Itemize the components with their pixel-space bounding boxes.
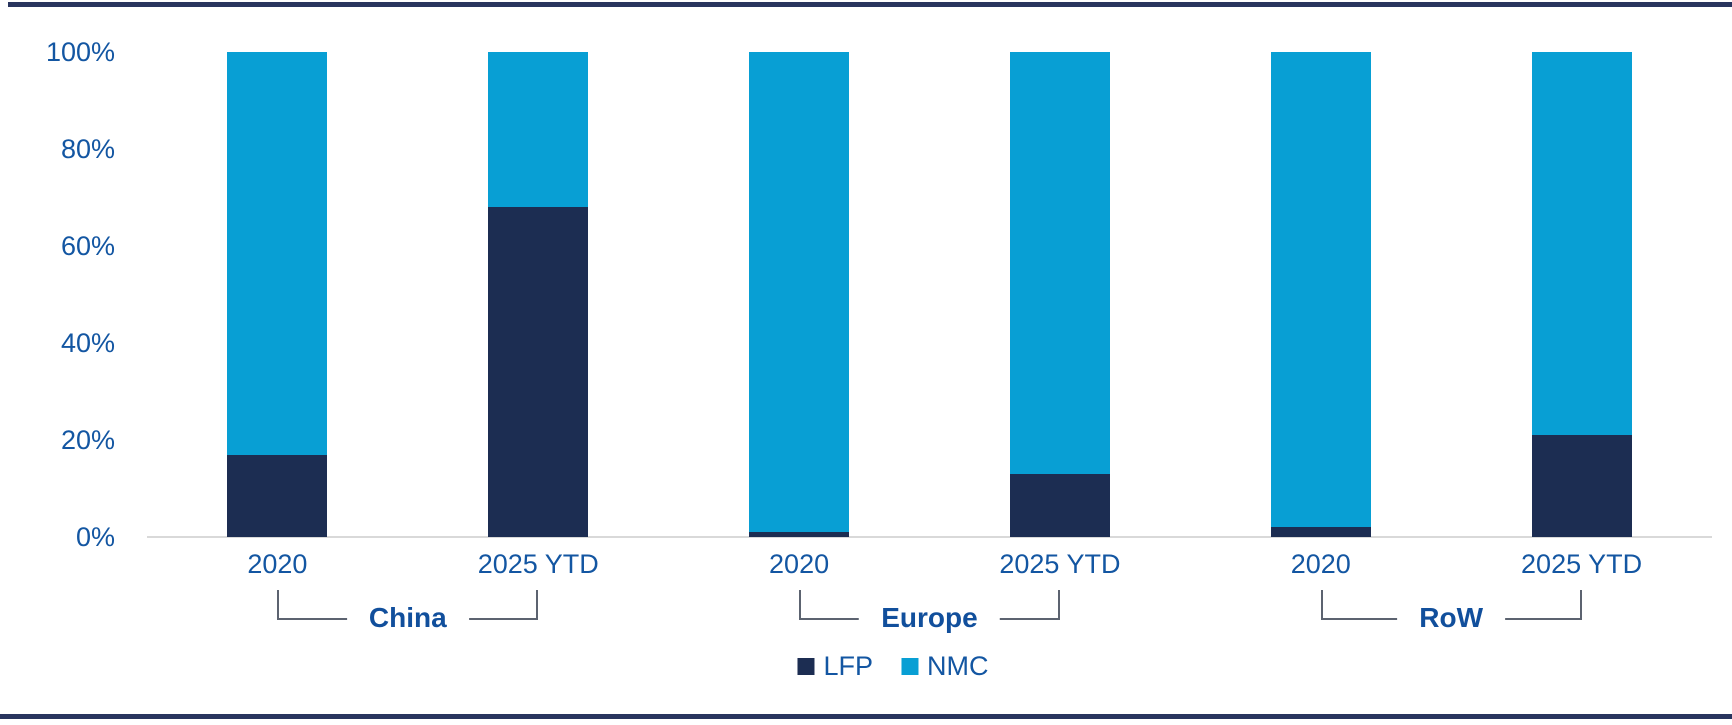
bar-segment-lfp-2025-ytd [488,207,589,537]
legend: LFP NMC [797,650,989,682]
group-label-row: RoW [1397,601,1506,635]
x-axis-category-label: 2025 YTD [999,549,1121,579]
x-axis-category-label: 2025 YTD [1521,549,1643,579]
y-axis-tick-label: 100% [45,37,115,67]
y-axis-tick-label: 0% [75,522,115,552]
legend-item-lfp: LFP [797,650,873,682]
group-label-china: China [346,601,469,635]
bar-segment-lfp-2020 [1270,527,1371,537]
legend-item-nmc: NMC [901,650,989,682]
bar-segment-lfp-2025-ytd [1009,473,1110,537]
top-border-line [8,2,1732,7]
bar-segment-nmc-2020 [227,52,328,455]
y-axis-tick-label: 40% [60,328,115,358]
bar-segment-nmc-2025-ytd [1531,52,1632,436]
y-axis-tick-label: 20% [60,425,115,455]
bar-segment-lfp-2020 [227,454,328,537]
group-bracket-europe: Europe [799,590,1060,635]
x-axis-category-label: 2020 [1290,549,1351,579]
bar-segment-nmc-2025-ytd [488,52,589,208]
bar-segment-lfp-2025-ytd [1531,435,1632,537]
bar-segment-nmc-2020 [1270,52,1371,528]
group-label-europe: Europe [859,601,1000,635]
legend-label: NMC [927,651,989,681]
group-bracket-row: RoW [1320,590,1582,635]
legend-label: LFP [823,651,874,681]
y-axis-tick-label: 80% [60,134,115,164]
legend-swatch-nmc [901,657,919,675]
x-axis-baseline [147,536,1712,538]
x-axis-category-label: 2025 YTD [477,549,599,579]
bar-segment-nmc-2025-ytd [1009,52,1110,474]
bar-segment-lfp-2020 [749,532,850,537]
legend-swatch-lfp [797,657,815,675]
bottom-border-line [0,714,1732,719]
x-axis-category-label: 2020 [769,549,830,579]
group-bracket-china: China [277,590,539,635]
bar-segment-nmc-2020 [749,52,850,533]
y-axis-tick-label: 60% [60,231,115,261]
x-axis-category-label: 2020 [247,549,308,579]
